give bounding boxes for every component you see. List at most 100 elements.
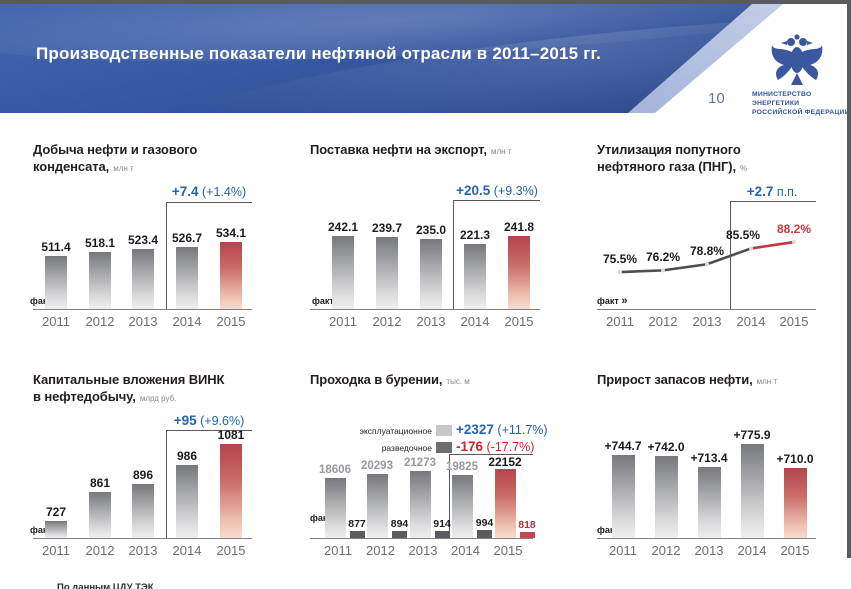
fact-chevrons-icon: »: [621, 295, 627, 307]
x-axis: [33, 538, 252, 539]
value-label: 534.1: [215, 226, 247, 240]
legend-annotation: +2327 (+11.7%): [456, 422, 548, 437]
bar-large-2012: [366, 474, 388, 538]
bracket-horizontal-line: [166, 202, 252, 203]
value-label: 861: [89, 476, 111, 490]
bar-large-2014: [451, 475, 473, 538]
year-label: 2012: [366, 543, 395, 558]
chart-title-line: Капитальные вложения ВИНК: [33, 372, 225, 387]
year-label: 2013: [416, 314, 446, 329]
bar-small-2014: [477, 530, 492, 538]
year-label: 2014: [737, 543, 767, 558]
value-label: 986: [176, 449, 198, 463]
x-axis: [310, 309, 540, 310]
chart-title-line: конденсата, млн т: [33, 159, 134, 175]
year-label: 2014: [460, 314, 490, 329]
ministry-emblem-icon: [771, 34, 823, 85]
bar-2012: [376, 237, 398, 309]
value-label: 877: [348, 518, 366, 530]
value-label: 235.0: [415, 223, 447, 237]
bar-2011: [45, 256, 67, 309]
bar-2013: [132, 249, 154, 309]
bracket-horizontal-line: [166, 430, 252, 431]
chart-unit: %: [740, 164, 748, 174]
bar-large-2011: [324, 478, 346, 538]
line-fact-segment: [619, 247, 752, 274]
value-label: 994: [475, 517, 494, 529]
value-label: 914: [433, 518, 451, 530]
legend-swatch: [436, 425, 452, 436]
value-label: +742.0: [647, 440, 685, 454]
chart-title-line: Проходка в бурении, тыс. м: [310, 372, 470, 387]
x-axis: [597, 309, 816, 310]
delta-annotation: +2.7 п.п.: [746, 184, 798, 199]
value-label: 818: [518, 519, 536, 531]
year-label: 2015: [779, 314, 809, 329]
bar-small-2015: [519, 532, 535, 538]
year-label: 2015: [493, 543, 523, 558]
point-label: 85.5%: [725, 228, 761, 243]
bar-2014: [176, 247, 198, 309]
value-label: 896: [132, 468, 154, 482]
bar-small-2011: [349, 531, 365, 538]
chart-title-line: Добыча нефти и газового: [33, 142, 198, 157]
x-axis: [597, 538, 816, 539]
chart-title-line: Утилизация попутного: [597, 142, 741, 157]
value-label: 221.3: [459, 228, 491, 242]
fact-label: факт: [597, 525, 619, 535]
year-label: 2012: [85, 314, 115, 329]
top-border: [0, 0, 851, 4]
fact-label: факт: [310, 513, 332, 523]
chart-title: Поставка нефти на экспорт, млн т: [310, 141, 511, 158]
bar-2011: [332, 236, 354, 309]
value-label: 523.4: [127, 233, 159, 247]
bracket-horizontal-line: [449, 454, 533, 455]
bar-2015: [220, 444, 242, 538]
year-label: 2014: [172, 314, 202, 329]
line-point-marker: [618, 270, 622, 275]
bar-2012: [89, 252, 111, 309]
line-point-marker: [661, 268, 665, 273]
bar-large-2013: [409, 471, 431, 538]
line-point-marker: [792, 240, 796, 245]
bar-2011: [45, 521, 67, 538]
bar-2015: [220, 242, 242, 309]
bracket-vertical-line: [166, 202, 167, 309]
bar-2012: [654, 456, 678, 538]
value-label: 526.7: [171, 231, 203, 245]
year-label: 2015: [216, 314, 246, 329]
year-label: 2011: [329, 314, 357, 329]
chart-unit: млн т: [113, 164, 134, 174]
utilization-line-chart: [618, 240, 796, 275]
x-axis: [33, 309, 252, 310]
legend-name: разведочное: [381, 443, 432, 453]
ministry-name-line1: МИНИСТЕРСТВО ЭНЕРГЕТИКИ: [752, 91, 812, 108]
line-highlight-segment: [750, 240, 795, 250]
year-label: 2012: [651, 543, 681, 558]
year-label: 2012: [372, 314, 402, 329]
bar-large-2015: [494, 469, 516, 538]
year-label: 2011: [606, 314, 634, 329]
chart-title: Проходка в бурении, тыс. м: [310, 371, 470, 388]
page-title: Производственные показатели нефтяной отр…: [36, 44, 602, 63]
ministry-name-line2: РОССИЙСКОЙ ФЕДЕРАЦИИ: [752, 109, 850, 117]
chart-title: Утилизация попутного нефтяного газа (ПНГ)…: [597, 141, 747, 175]
bracket-vertical-line: [449, 454, 450, 538]
page-number: 10: [708, 90, 725, 107]
chart-unit: млрд руб.: [139, 394, 177, 404]
value-label: 518.1: [84, 236, 116, 250]
chart-title: Капитальные вложения ВИНК в нефтедобычу, м…: [33, 371, 224, 405]
point-label: 88.2%: [776, 222, 812, 237]
bracket-vertical-line: [166, 430, 167, 538]
point-label: 75.5%: [602, 252, 638, 267]
year-label: 2013: [128, 314, 158, 329]
legend-annotation: -176 (-17.7%): [456, 439, 535, 454]
value-label: 511.4: [41, 240, 71, 254]
point-label: 78.8%: [689, 244, 725, 259]
legend-name: эксплуатационное: [359, 426, 432, 436]
year-label: 2013: [408, 543, 438, 558]
value-label: 727: [45, 505, 67, 519]
source-footnote: По данным ЦДУ ТЭК: [57, 582, 154, 589]
delta-annotation: +95 (+9.6%): [173, 413, 245, 428]
value-label: +713.4: [690, 451, 728, 465]
